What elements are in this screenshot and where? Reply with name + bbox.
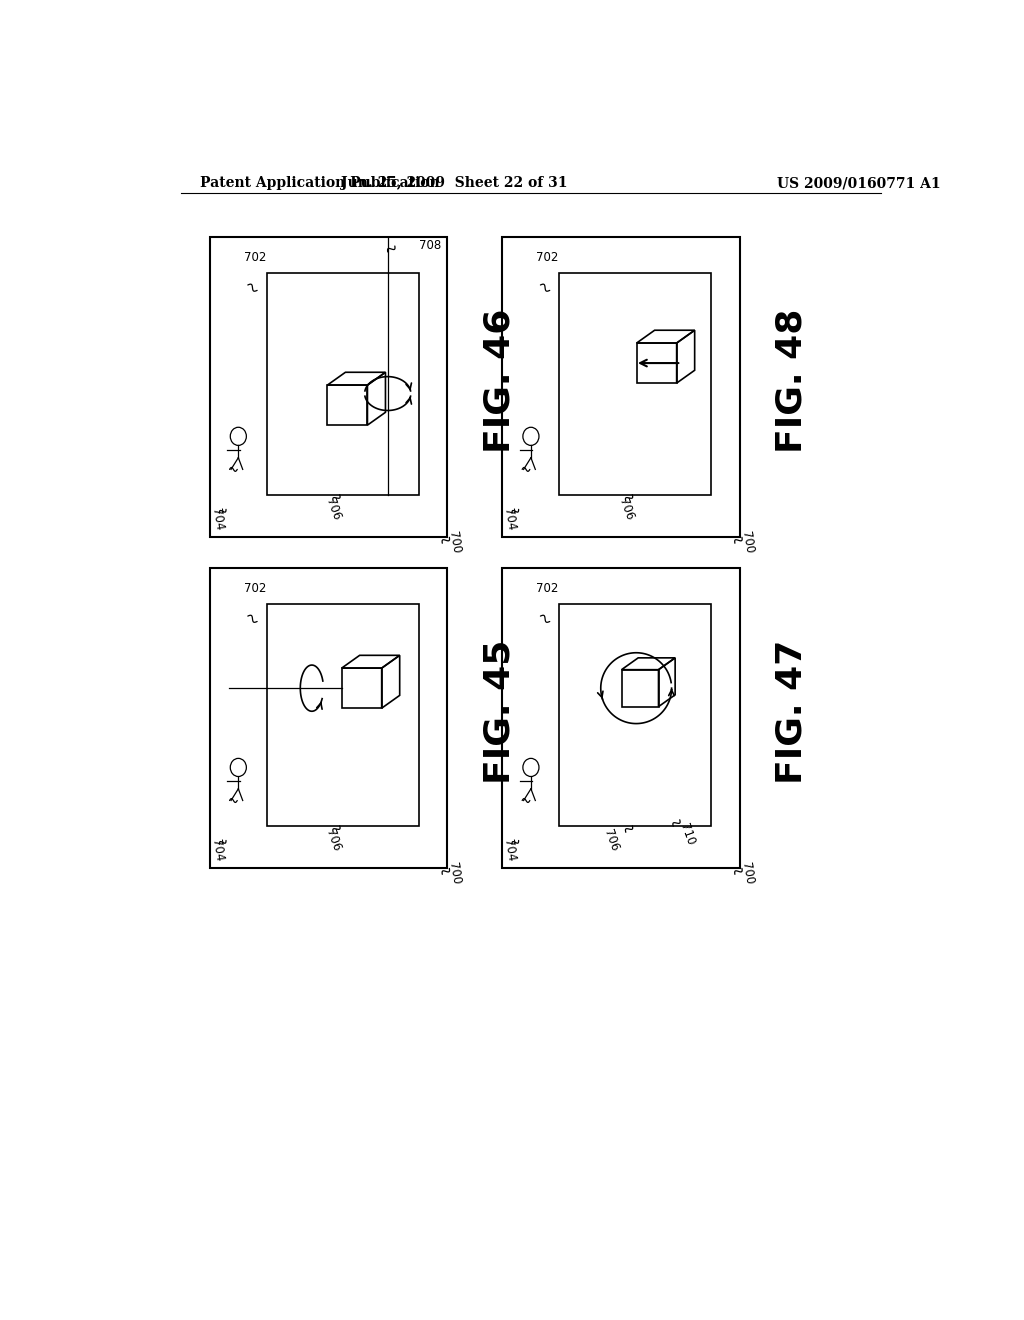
Text: FIG. 46: FIG. 46	[482, 309, 516, 453]
Text: FIG. 47: FIG. 47	[775, 640, 809, 784]
Text: 700: 700	[739, 861, 756, 886]
Text: Patent Application Publication: Patent Application Publication	[200, 176, 439, 190]
Text: 700: 700	[446, 529, 463, 554]
Bar	[210, 568, 447, 869]
Bar	[503, 238, 739, 537]
Text: 702: 702	[537, 251, 559, 264]
Text: 706: 706	[324, 496, 343, 523]
Text: FIG. 45: FIG. 45	[482, 640, 516, 784]
Text: 708: 708	[419, 239, 440, 252]
Text: 706: 706	[615, 496, 636, 523]
Text: US 2009/0160771 A1: US 2009/0160771 A1	[777, 176, 941, 190]
Text: 704: 704	[501, 838, 518, 862]
Text: Jun. 25, 2009  Sheet 22 of 31: Jun. 25, 2009 Sheet 22 of 31	[341, 176, 567, 190]
Text: 704: 704	[209, 507, 225, 531]
Text: 706: 706	[324, 828, 343, 853]
Text: 700: 700	[446, 861, 463, 886]
Text: 702: 702	[244, 251, 266, 264]
Text: 704: 704	[209, 838, 225, 862]
Bar	[210, 238, 447, 537]
Text: 706: 706	[602, 828, 622, 853]
Bar	[503, 568, 739, 869]
Text: FIG. 48: FIG. 48	[775, 309, 809, 453]
Text: 700: 700	[739, 529, 756, 554]
Text: 702: 702	[537, 582, 559, 595]
Text: 710: 710	[678, 822, 697, 847]
Text: 702: 702	[244, 582, 266, 595]
Text: 704: 704	[501, 507, 518, 531]
